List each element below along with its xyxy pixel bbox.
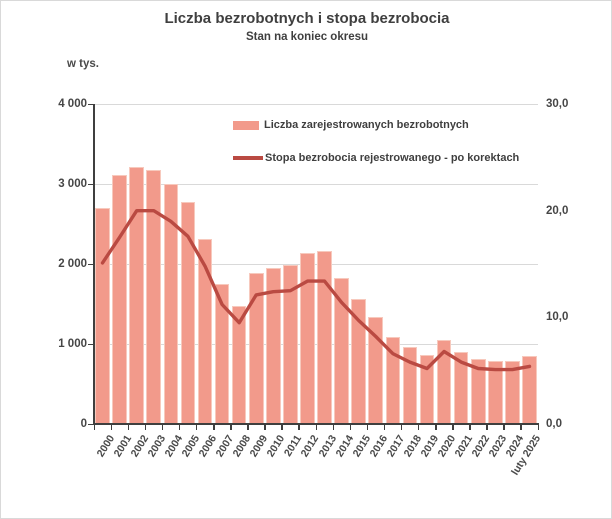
gridline-2000 — [94, 264, 538, 265]
x-axis-tick — [537, 425, 539, 430]
x-axis-tick — [230, 425, 232, 430]
x-axis-tick — [298, 425, 300, 430]
legend-item-line: Stopa bezrobocia rejestrowanego - po kor… — [233, 151, 519, 165]
right-axis-label-0: 0,0 — [546, 418, 562, 430]
x-axis-tick — [264, 425, 266, 430]
gridline-1000 — [94, 344, 538, 345]
bar-swatch-icon — [233, 120, 259, 130]
left-axis-line — [93, 104, 95, 425]
plot-area: Liczba zarejestrowanych bezrobotnych Sto… — [94, 104, 538, 424]
rate-line — [100, 208, 532, 372]
legend-item-bars: Liczba zarejestrowanych bezrobotnych — [233, 118, 519, 132]
gridline-4000 — [94, 104, 538, 105]
right-axis-label-10: 10,0 — [546, 311, 569, 324]
x-axis-tick — [503, 425, 505, 430]
right-axis-label-20: 20,0 — [546, 204, 569, 217]
left-axis-unit-label: w tys. — [67, 58, 99, 70]
x-axis-tick — [332, 425, 335, 430]
left-axis-tick — [88, 103, 93, 105]
left-axis-label-3000: 3 000 — [58, 178, 87, 190]
legend: Liczba zarejestrowanych bezrobotnych Sto… — [233, 118, 519, 184]
x-axis-tick — [400, 425, 403, 430]
x-axis-tick — [213, 425, 215, 430]
x-axis-tick — [520, 425, 522, 430]
gridline-3000 — [94, 184, 538, 185]
x-axis-tick — [127, 425, 130, 430]
x-axis-tick — [349, 425, 352, 430]
left-axis-tick — [88, 263, 93, 265]
x-axis-tick — [178, 425, 181, 430]
line-swatch-icon — [233, 156, 263, 160]
x-axis-line — [93, 423, 539, 425]
x-axis-tick — [281, 425, 283, 430]
left-axis-tick — [88, 423, 93, 425]
x-axis-tick — [110, 425, 113, 430]
x-axis-tick — [486, 425, 488, 430]
left-axis-label-0: 0 — [80, 418, 87, 430]
x-axis-tick — [195, 425, 198, 430]
x-axis-tick — [469, 425, 471, 430]
x-axis-tick — [435, 425, 437, 430]
left-axis-label-1000: 1 000 — [58, 338, 87, 350]
legend-bars-label: Liczba zarejestrowanych bezrobotnych — [264, 119, 469, 131]
right-axis-label-30: 30,0 — [546, 98, 569, 110]
left-axis-tick — [88, 183, 93, 185]
x-axis-tick — [366, 425, 369, 430]
chart-title: Liczba bezrobotnych i stopa bezrobocia — [164, 10, 450, 27]
left-axis-label-4000: 4 000 — [58, 98, 87, 110]
x-axis-tick — [144, 425, 147, 430]
x-axis-tick — [315, 425, 317, 430]
left-axis-tick — [88, 343, 93, 345]
chart-subtitle: Stan na koniec okresu — [245, 31, 369, 43]
x-axis-tick — [417, 425, 420, 430]
left-axis-label-2000: 2 000 — [58, 258, 87, 270]
x-axis-tick — [93, 425, 95, 430]
x-axis-tick — [161, 425, 164, 430]
x-axis-tick — [383, 425, 386, 430]
legend-line-label: Stopa bezrobocia rejestrowanego - po kor… — [265, 152, 520, 164]
x-axis-tick — [247, 425, 249, 430]
x-axis-tick — [452, 425, 454, 430]
